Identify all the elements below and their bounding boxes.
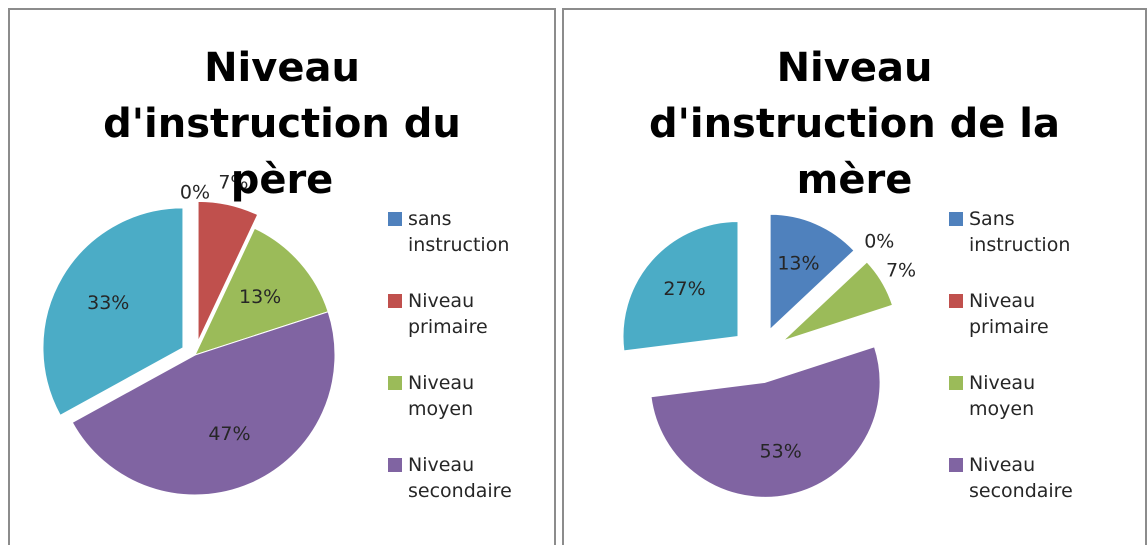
pie-slice <box>194 227 329 356</box>
legend-swatch <box>388 294 402 308</box>
pie-chart: 13% 0% 7% 53% 27% <box>622 213 916 498</box>
data-label: 13% <box>239 286 281 308</box>
legend-swatch <box>388 376 402 390</box>
pie-chart: 0% 7% 13% 47% 33% <box>42 172 336 496</box>
data-label: 7% <box>886 260 916 282</box>
legend-item: Niveau secondaire <box>949 452 1099 504</box>
chart-panel: 13% 0% 7% 53% 27% Niveau d'instruction de la … <box>562 8 1147 545</box>
legend-item: Niveau moyen <box>388 370 528 422</box>
legend-label: Niveau secondaire <box>969 454 1073 502</box>
data-label: 33% <box>87 292 129 314</box>
pie-slice <box>782 261 894 342</box>
data-label: 53% <box>760 440 802 462</box>
data-label: 0% <box>864 231 894 253</box>
legend-swatch <box>388 212 402 226</box>
chart-title: Niveau d'instruction de la mère <box>648 45 1060 203</box>
legend-item: Niveau moyen <box>949 370 1099 422</box>
legend-label: Sans instruction <box>969 208 1071 256</box>
data-label: 0% <box>180 182 210 204</box>
legend-label: sans instruction <box>408 208 510 256</box>
data-label: 7% <box>218 172 248 194</box>
data-label: 27% <box>663 278 705 300</box>
legend-item: Sans instruction <box>949 206 1099 258</box>
legend-label: Niveau moyen <box>408 372 475 420</box>
pie-slice <box>622 220 739 352</box>
legend-swatch <box>949 212 963 226</box>
data-label: 13% <box>777 252 819 274</box>
legend-label: Niveau secondaire <box>408 454 512 502</box>
chart-panel: 0% 7% 13% 47% 33% Niveau d'instruction du pèr… <box>8 8 556 545</box>
legend: Sans instruction Niveau primaire Niveau mo… <box>949 206 1099 534</box>
pie-slice <box>197 200 259 342</box>
chart-title: Niveau d'instruction du père <box>103 45 461 203</box>
legend-label: Niveau primaire <box>408 290 488 338</box>
legend: sans instruction Niveau primaire Niveau mo… <box>388 206 528 534</box>
legend-label: Niveau primaire <box>969 290 1049 338</box>
legend-swatch <box>949 376 963 390</box>
legend-swatch <box>949 294 963 308</box>
pie-slice <box>650 346 881 498</box>
legend-item: Niveau secondaire <box>388 452 528 504</box>
data-label: 47% <box>208 423 250 445</box>
pie-slice <box>769 213 855 331</box>
legend-item: Niveau primaire <box>949 288 1099 340</box>
legend-swatch <box>949 458 963 472</box>
legend-label: Niveau moyen <box>969 372 1036 420</box>
pie-slice <box>42 207 184 416</box>
legend-item: Niveau primaire <box>388 288 528 340</box>
legend-item: sans instruction <box>388 206 528 258</box>
pie-slice <box>71 311 336 496</box>
legend-swatch <box>388 458 402 472</box>
